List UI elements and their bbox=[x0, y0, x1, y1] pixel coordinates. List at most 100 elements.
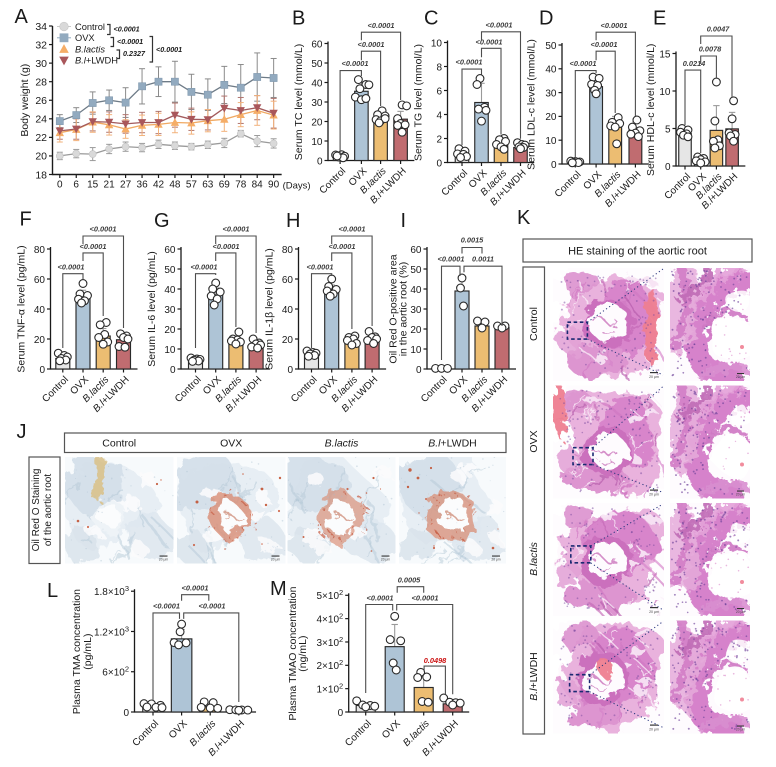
svg-text:6×102: 6×102 bbox=[102, 664, 129, 679]
svg-text:36: 36 bbox=[137, 180, 149, 191]
svg-text:50: 50 bbox=[311, 59, 323, 70]
svg-text:90: 90 bbox=[268, 180, 280, 191]
svg-text:6: 6 bbox=[73, 180, 79, 191]
svg-text:B.l+LWDH: B.l+LWDH bbox=[75, 56, 118, 66]
svg-text:0.0078: 0.0078 bbox=[699, 45, 722, 54]
svg-text:B.lactis: B.lactis bbox=[75, 44, 105, 54]
svg-text:(ng/mL): (ng/mL) bbox=[297, 636, 309, 672]
svg-text:0.0047: 0.0047 bbox=[707, 25, 730, 34]
svg-text:30: 30 bbox=[164, 305, 176, 316]
svg-text:20: 20 bbox=[410, 325, 422, 336]
svg-text:Serum IL-1β level (pg/mL): Serum IL-1β level (pg/mL) bbox=[264, 248, 276, 370]
svg-text:24: 24 bbox=[35, 114, 47, 126]
svg-text:15: 15 bbox=[659, 49, 671, 60]
svg-text:<0.0001: <0.0001 bbox=[114, 25, 140, 34]
svg-text:6: 6 bbox=[436, 86, 442, 97]
svg-text:1.8×103: 1.8×103 bbox=[94, 584, 129, 599]
svg-text:57: 57 bbox=[186, 180, 198, 191]
svg-text:0.0498: 0.0498 bbox=[424, 656, 447, 665]
svg-text:0: 0 bbox=[287, 365, 293, 376]
svg-text:<0.0001: <0.0001 bbox=[570, 59, 597, 68]
svg-text:4×102: 4×102 bbox=[316, 611, 343, 626]
svg-text:0.0214: 0.0214 bbox=[683, 59, 706, 68]
svg-text:<0.0001: <0.0001 bbox=[223, 225, 250, 234]
svg-text:0.0015: 0.0015 bbox=[461, 236, 484, 245]
svg-text:<0.0001: <0.0001 bbox=[191, 263, 218, 272]
svg-text:<0.0001: <0.0001 bbox=[199, 602, 226, 611]
svg-text:F: F bbox=[20, 209, 32, 231]
svg-text:20 μm: 20 μm bbox=[159, 558, 168, 562]
svg-text:Plasma TMAO concentration: Plasma TMAO concentration bbox=[287, 586, 299, 720]
svg-text:27: 27 bbox=[120, 180, 132, 191]
svg-text:Serum HDL-c level (mmol/L): Serum HDL-c level (mmol/L) bbox=[645, 44, 657, 176]
svg-text:20 μm: 20 μm bbox=[491, 558, 500, 562]
svg-text:40: 40 bbox=[34, 305, 46, 316]
svg-text:K: K bbox=[517, 207, 531, 229]
svg-text:(Days): (Days) bbox=[283, 181, 311, 192]
svg-text:0.2327: 0.2327 bbox=[123, 49, 146, 58]
svg-text:0: 0 bbox=[317, 156, 323, 167]
svg-text:<0.0001: <0.0001 bbox=[342, 59, 369, 68]
svg-text:<0.0001: <0.0001 bbox=[412, 594, 439, 603]
svg-text:Serum TG level (mmol/L): Serum TG level (mmol/L) bbox=[413, 44, 425, 161]
svg-text:Control: Control bbox=[102, 438, 136, 450]
svg-text:26: 26 bbox=[35, 95, 47, 107]
svg-text:8: 8 bbox=[436, 62, 442, 73]
svg-text:40: 40 bbox=[410, 285, 422, 296]
svg-text:0: 0 bbox=[338, 708, 344, 719]
svg-text:<0.0001: <0.0001 bbox=[456, 58, 483, 67]
svg-text:10: 10 bbox=[311, 137, 323, 148]
svg-text:<0.0001: <0.0001 bbox=[601, 21, 628, 30]
svg-text:20 μm: 20 μm bbox=[736, 493, 745, 497]
svg-text:50: 50 bbox=[164, 265, 176, 276]
svg-text:20: 20 bbox=[164, 325, 176, 336]
svg-text:OVX: OVX bbox=[528, 430, 540, 452]
svg-text:H: H bbox=[286, 210, 300, 232]
svg-text:20 μm: 20 μm bbox=[649, 375, 659, 379]
svg-text:<0.0001: <0.0001 bbox=[438, 255, 465, 264]
svg-text:60: 60 bbox=[410, 245, 422, 256]
svg-text:<0.0001: <0.0001 bbox=[486, 21, 513, 30]
svg-text:C: C bbox=[424, 8, 438, 30]
svg-text:40: 40 bbox=[545, 65, 557, 76]
svg-text:30: 30 bbox=[410, 305, 422, 316]
svg-text:20 μm: 20 μm bbox=[381, 558, 390, 562]
svg-text:60: 60 bbox=[311, 39, 323, 50]
svg-text:<0.0001: <0.0001 bbox=[213, 242, 240, 251]
svg-text:<0.0001: <0.0001 bbox=[153, 602, 180, 611]
svg-text:20 μm: 20 μm bbox=[736, 728, 745, 732]
svg-text:Control: Control bbox=[75, 22, 105, 32]
svg-text:80: 80 bbox=[34, 245, 46, 256]
svg-text:5: 5 bbox=[665, 124, 671, 135]
svg-text:Serum TC level (mmol/L): Serum TC level (mmol/L) bbox=[293, 44, 305, 161]
svg-text:Serum TNF-α level (pg/mL): Serum TNF-α level (pg/mL) bbox=[16, 245, 28, 372]
svg-text:E: E bbox=[653, 8, 666, 30]
svg-text:15: 15 bbox=[87, 180, 99, 191]
svg-text:Serum LDL-c level (mmol/L): Serum LDL-c level (mmol/L) bbox=[526, 39, 538, 170]
svg-text:4: 4 bbox=[436, 110, 442, 121]
svg-text:0.0005: 0.0005 bbox=[398, 576, 421, 585]
svg-text:B.lactis: B.lactis bbox=[528, 541, 540, 576]
svg-text:28: 28 bbox=[35, 77, 47, 89]
svg-text:<0.0001: <0.0001 bbox=[329, 242, 356, 251]
svg-text:40: 40 bbox=[311, 78, 323, 89]
svg-text:<0.0001: <0.0001 bbox=[591, 40, 618, 49]
svg-text:0: 0 bbox=[665, 162, 671, 173]
svg-text:2×102: 2×102 bbox=[316, 658, 343, 673]
svg-text:10: 10 bbox=[545, 136, 557, 147]
svg-text:Control: Control bbox=[528, 307, 540, 341]
svg-text:<0.0001: <0.0001 bbox=[358, 40, 385, 49]
svg-text:in the aortic root (%): in the aortic root (%) bbox=[398, 262, 410, 357]
svg-text:<0.0001: <0.0001 bbox=[90, 225, 117, 234]
svg-text:<0.0001: <0.0001 bbox=[368, 21, 395, 30]
svg-text:HE staining of the aortic root: HE staining of the aortic root bbox=[568, 246, 707, 258]
svg-text:20 μm: 20 μm bbox=[649, 610, 659, 614]
svg-text:B: B bbox=[292, 8, 305, 30]
svg-text:<0.0001: <0.0001 bbox=[156, 45, 182, 54]
svg-text:20: 20 bbox=[35, 151, 47, 163]
svg-text:20 μm: 20 μm bbox=[649, 728, 659, 732]
svg-text:Oil Red O Staining: Oil Red O Staining bbox=[31, 469, 42, 552]
svg-text:0: 0 bbox=[39, 365, 45, 376]
svg-text:5×102: 5×102 bbox=[316, 588, 343, 603]
svg-text:22: 22 bbox=[35, 132, 47, 144]
